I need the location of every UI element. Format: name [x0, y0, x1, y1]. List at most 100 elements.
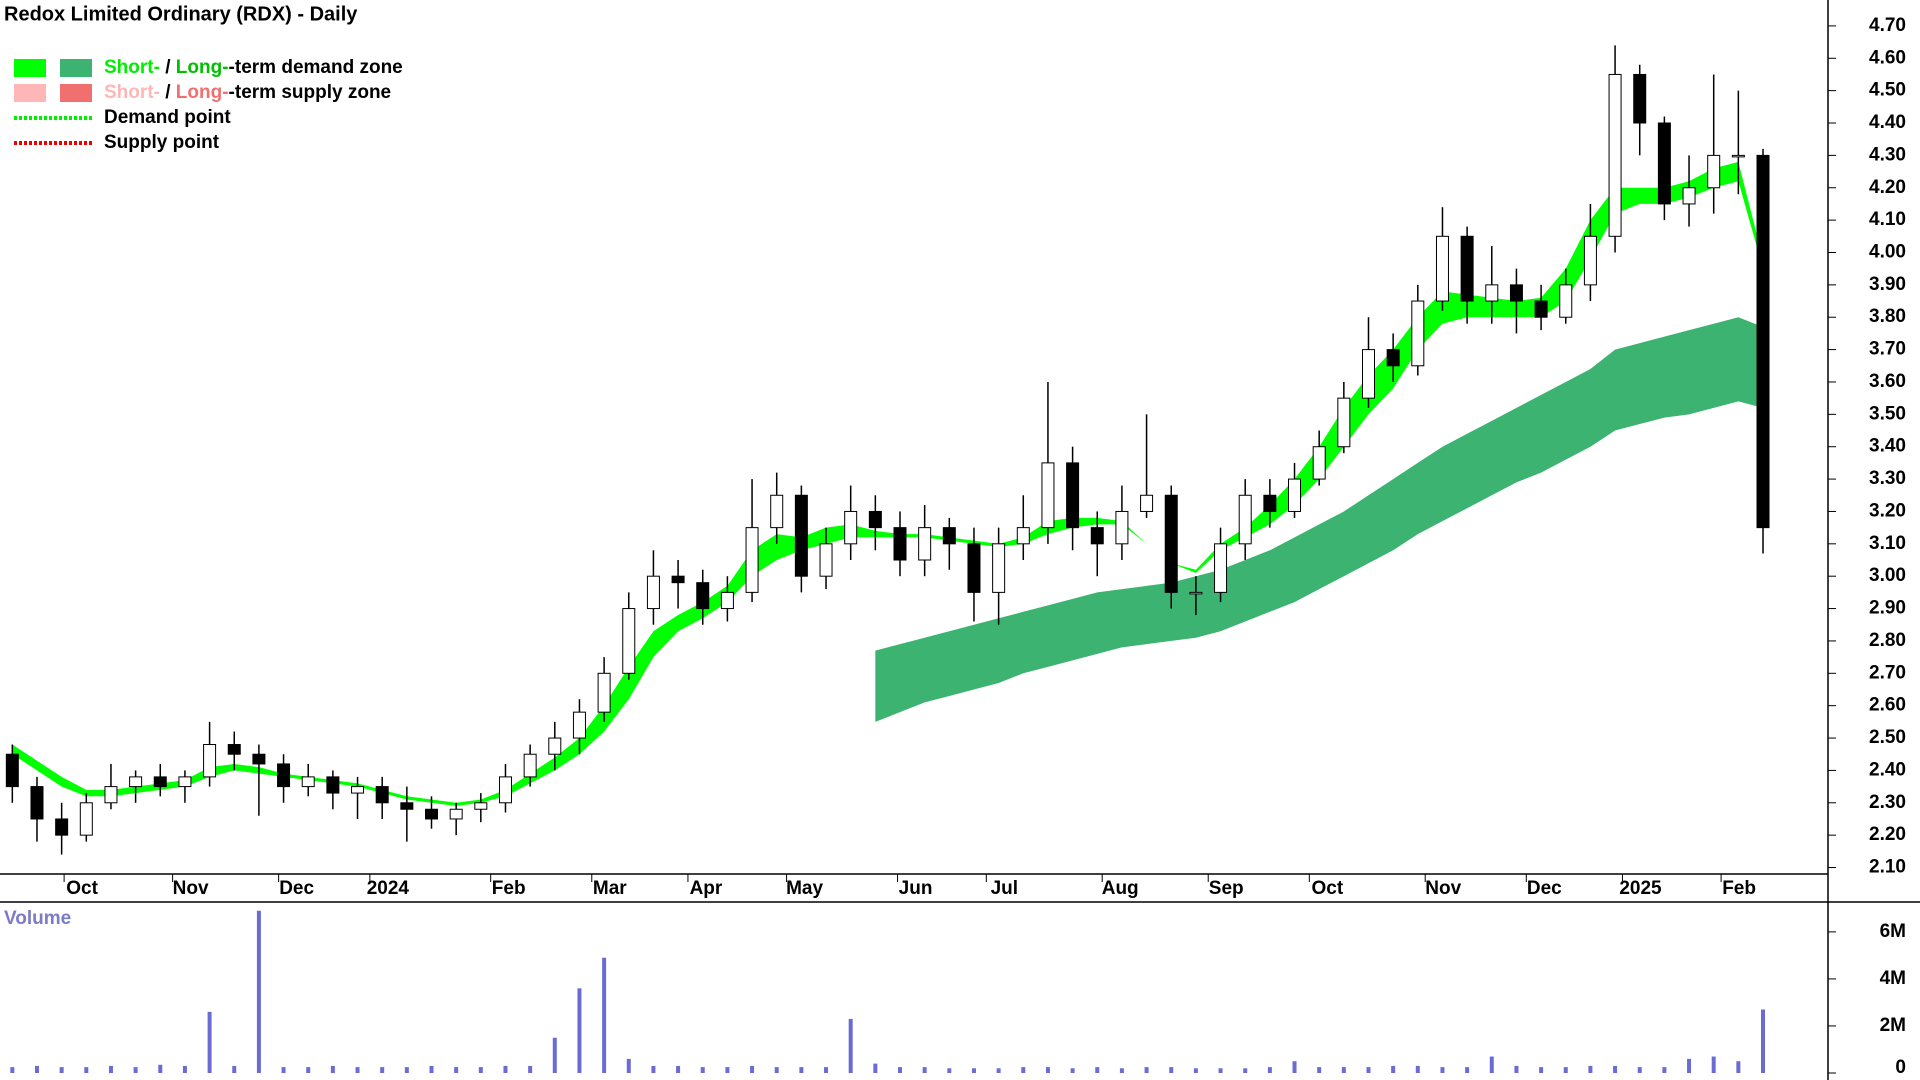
candle-body [449, 808, 463, 820]
candle-body [1041, 462, 1055, 529]
candle-body [1756, 154, 1770, 529]
candle-body [1583, 235, 1597, 286]
volume-bar [454, 1067, 459, 1073]
y-tick-label: 3.50 [1869, 403, 1906, 424]
volume-bar [947, 1068, 952, 1073]
volume-bar [330, 1065, 335, 1073]
volume-bar [1045, 1067, 1050, 1073]
x-tick-label: Dec [279, 878, 314, 899]
x-tick-label: Feb [1722, 878, 1756, 899]
volume-bar [1021, 1067, 1026, 1073]
volume-bar [1292, 1061, 1297, 1073]
y-tick-label: 3.90 [1869, 274, 1906, 295]
volume-bar [1267, 1067, 1272, 1073]
volume-bar [750, 1065, 755, 1073]
candle-body [1485, 284, 1499, 302]
candle-body [1707, 154, 1721, 189]
volume-bar [676, 1065, 681, 1073]
volume-bar [1563, 1067, 1568, 1073]
volume-bar [1687, 1058, 1692, 1073]
volume-bar [380, 1067, 385, 1073]
candle-body [178, 776, 192, 788]
volume-bar [1169, 1067, 1174, 1073]
volume-bar [1391, 1065, 1396, 1073]
candle-body [1435, 235, 1449, 302]
volume-bar [971, 1068, 976, 1073]
volume-y-tick-label: 0 [1895, 1057, 1906, 1078]
y-tick-label: 2.70 [1869, 662, 1906, 683]
x-tick-label: Nov [173, 878, 209, 899]
volume-bar [996, 1068, 1001, 1073]
candle-body [5, 753, 19, 788]
volume-bar [1119, 1068, 1124, 1073]
candle-body [474, 802, 488, 810]
candle-body [326, 776, 340, 794]
candle-body [720, 591, 734, 610]
candle-body [1411, 300, 1425, 367]
y-tick-label: 3.70 [1869, 339, 1906, 360]
legend-text-part: -term supply zone [229, 82, 392, 103]
candle-body [1731, 154, 1745, 158]
candle-body [967, 543, 981, 593]
volume-bar [158, 1064, 163, 1073]
volume-bar [848, 1018, 853, 1073]
candle-body [1164, 494, 1178, 593]
candle-body [1238, 494, 1252, 545]
candle-body [1559, 284, 1573, 318]
legend-text: Short- / Long--term demand zone [104, 57, 403, 78]
y-tick-label: 2.90 [1869, 598, 1906, 619]
legend-swatch [14, 84, 46, 102]
volume-bar [1440, 1067, 1445, 1073]
candle-body [597, 672, 611, 713]
x-tick-label: 2024 [367, 878, 410, 899]
volume-bar [1317, 1067, 1322, 1073]
candle-body [1361, 349, 1375, 399]
volume-y-tick-label: 6M [1880, 921, 1906, 942]
y-tick-label: 4.40 [1869, 112, 1906, 133]
y-tick-label: 4.20 [1869, 177, 1906, 198]
legend-text-part: Short- [104, 82, 160, 103]
y-tick-label: 3.40 [1869, 436, 1906, 457]
candle-body [1682, 187, 1696, 205]
volume-bar [774, 1067, 779, 1073]
candle-body [893, 527, 907, 561]
y-tick-label: 3.20 [1869, 500, 1906, 521]
candle-body [622, 608, 636, 674]
short-term-zone [12, 161, 1764, 807]
volume-bar [922, 1067, 927, 1073]
candle-body [942, 527, 956, 545]
volume-bar [404, 1067, 409, 1073]
candle-body [1115, 510, 1129, 545]
y-tick-label: 4.70 [1869, 15, 1906, 36]
volume-bar [700, 1067, 705, 1073]
candle-body [79, 802, 93, 836]
candle-body [1066, 462, 1080, 529]
candle-body [351, 786, 365, 794]
x-tick-label: 2025 [1619, 878, 1662, 899]
volume-bar [429, 1065, 434, 1073]
volume-bar [1637, 1067, 1642, 1073]
candle-body [400, 802, 414, 810]
volume-y-tick-label: 2M [1880, 1015, 1906, 1036]
volume-bar [1465, 1067, 1470, 1073]
volume-bar [256, 910, 261, 1073]
legend-text-part: / [160, 82, 176, 103]
x-tick-label: Dec [1527, 878, 1562, 899]
volume-bar [577, 988, 582, 1073]
candle-body [819, 543, 833, 577]
volume-bar [651, 1065, 656, 1073]
volume-bar [503, 1065, 508, 1073]
volume-bar [1415, 1065, 1420, 1073]
x-tick-label: Oct [66, 878, 98, 899]
y-tick-label: 2.50 [1869, 727, 1906, 748]
candle-body [301, 776, 315, 788]
volume-bar [1514, 1065, 1519, 1073]
x-tick-label: Sep [1209, 878, 1244, 899]
volume-bar [1341, 1067, 1346, 1073]
y-tick-label: 2.40 [1869, 759, 1906, 780]
candle-body [55, 818, 69, 836]
volume-bar [108, 1065, 113, 1073]
y-tick-label: 3.10 [1869, 533, 1906, 554]
legend-text-part: Long- [176, 57, 229, 78]
candle-body [1263, 494, 1277, 512]
